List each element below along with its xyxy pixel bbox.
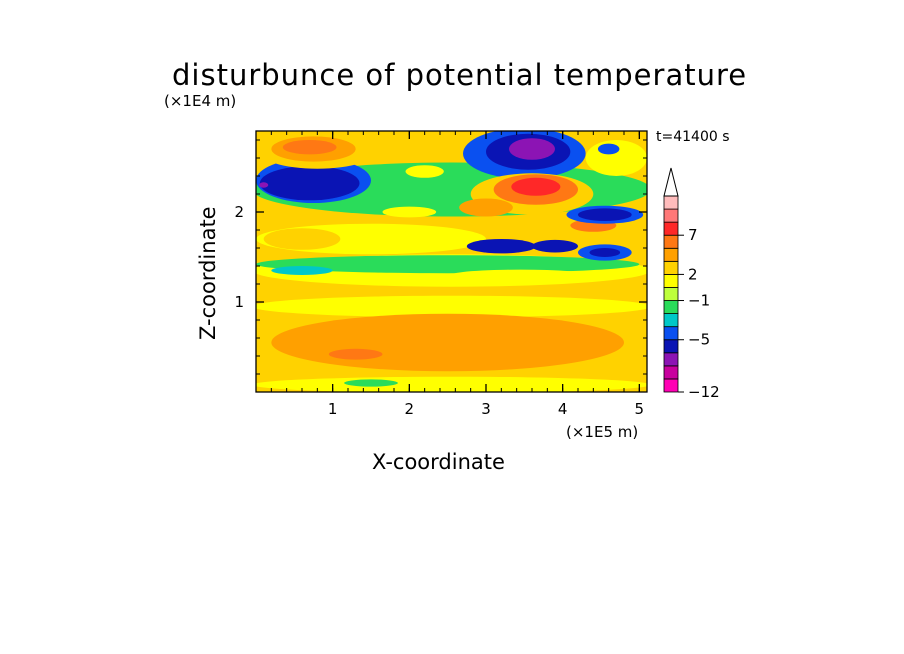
colorbar-extend-arrow xyxy=(663,167,679,197)
x-axis-unit: (×1E5 m) xyxy=(566,423,639,441)
contour-region xyxy=(263,228,341,250)
colorbar: −12−5−127 xyxy=(663,167,720,401)
y-tick-label: 2 xyxy=(234,203,244,221)
colorbar-level xyxy=(663,208,679,223)
contour-region xyxy=(597,143,620,155)
colorbar-level xyxy=(663,221,679,236)
colorbar-label: −12 xyxy=(688,383,720,401)
contour-region xyxy=(511,177,561,196)
colorbar-level xyxy=(663,247,679,262)
colorbar-level xyxy=(663,352,679,367)
contour-region xyxy=(459,198,513,217)
colorbar-level xyxy=(663,234,679,249)
contour-region xyxy=(382,206,437,218)
colorbar-level xyxy=(663,339,679,354)
colorbar-level xyxy=(663,313,679,328)
contour-region xyxy=(344,379,398,387)
contour-region xyxy=(466,239,536,254)
colorbar-label: −5 xyxy=(688,331,710,349)
contour-region xyxy=(271,313,624,372)
contour-region xyxy=(256,376,647,392)
plot-axes: 1 2 3 4 5 1 2 xyxy=(234,130,648,418)
x-tick-label: 1 xyxy=(328,400,338,418)
x-tick-label: 3 xyxy=(481,400,491,418)
colorbar-level xyxy=(663,300,679,314)
colorbar-level xyxy=(663,287,679,301)
contour-region xyxy=(256,255,640,274)
contour-region xyxy=(259,182,269,188)
time-label: t=41400 s xyxy=(656,129,730,145)
contour-region xyxy=(328,348,383,360)
chart-title: disturbunce of potential temperature xyxy=(172,58,748,92)
contour-region xyxy=(509,138,555,160)
plot-frame xyxy=(255,130,648,393)
colorbar-level xyxy=(663,260,679,275)
contour-region xyxy=(589,248,621,257)
colorbar-level xyxy=(663,326,679,341)
y-axis-unit: (×1E4 m) xyxy=(164,92,237,110)
colorbar-label: 2 xyxy=(688,265,698,283)
colorbar-level xyxy=(663,378,679,393)
x-tick-label: 4 xyxy=(558,400,568,418)
x-axis-label: X-coordinate xyxy=(372,450,505,474)
contour-region xyxy=(451,269,590,281)
contour-region xyxy=(282,140,337,155)
contour-region xyxy=(405,165,444,178)
colorbar-label: −1 xyxy=(688,292,710,310)
y-tick-label: 1 xyxy=(234,293,244,311)
x-tick-label: 5 xyxy=(635,400,645,418)
contour-region xyxy=(532,239,578,253)
contour-region xyxy=(271,266,333,275)
colorbar-level xyxy=(663,195,679,210)
contour-region xyxy=(256,295,647,318)
colorbar-label: 7 xyxy=(688,226,698,244)
colorbar-level xyxy=(663,273,679,288)
x-tick-label: 2 xyxy=(405,400,415,418)
contour-field xyxy=(256,131,647,392)
colorbar-level xyxy=(663,365,679,380)
contour-region xyxy=(578,208,632,221)
contour-region xyxy=(259,166,360,201)
